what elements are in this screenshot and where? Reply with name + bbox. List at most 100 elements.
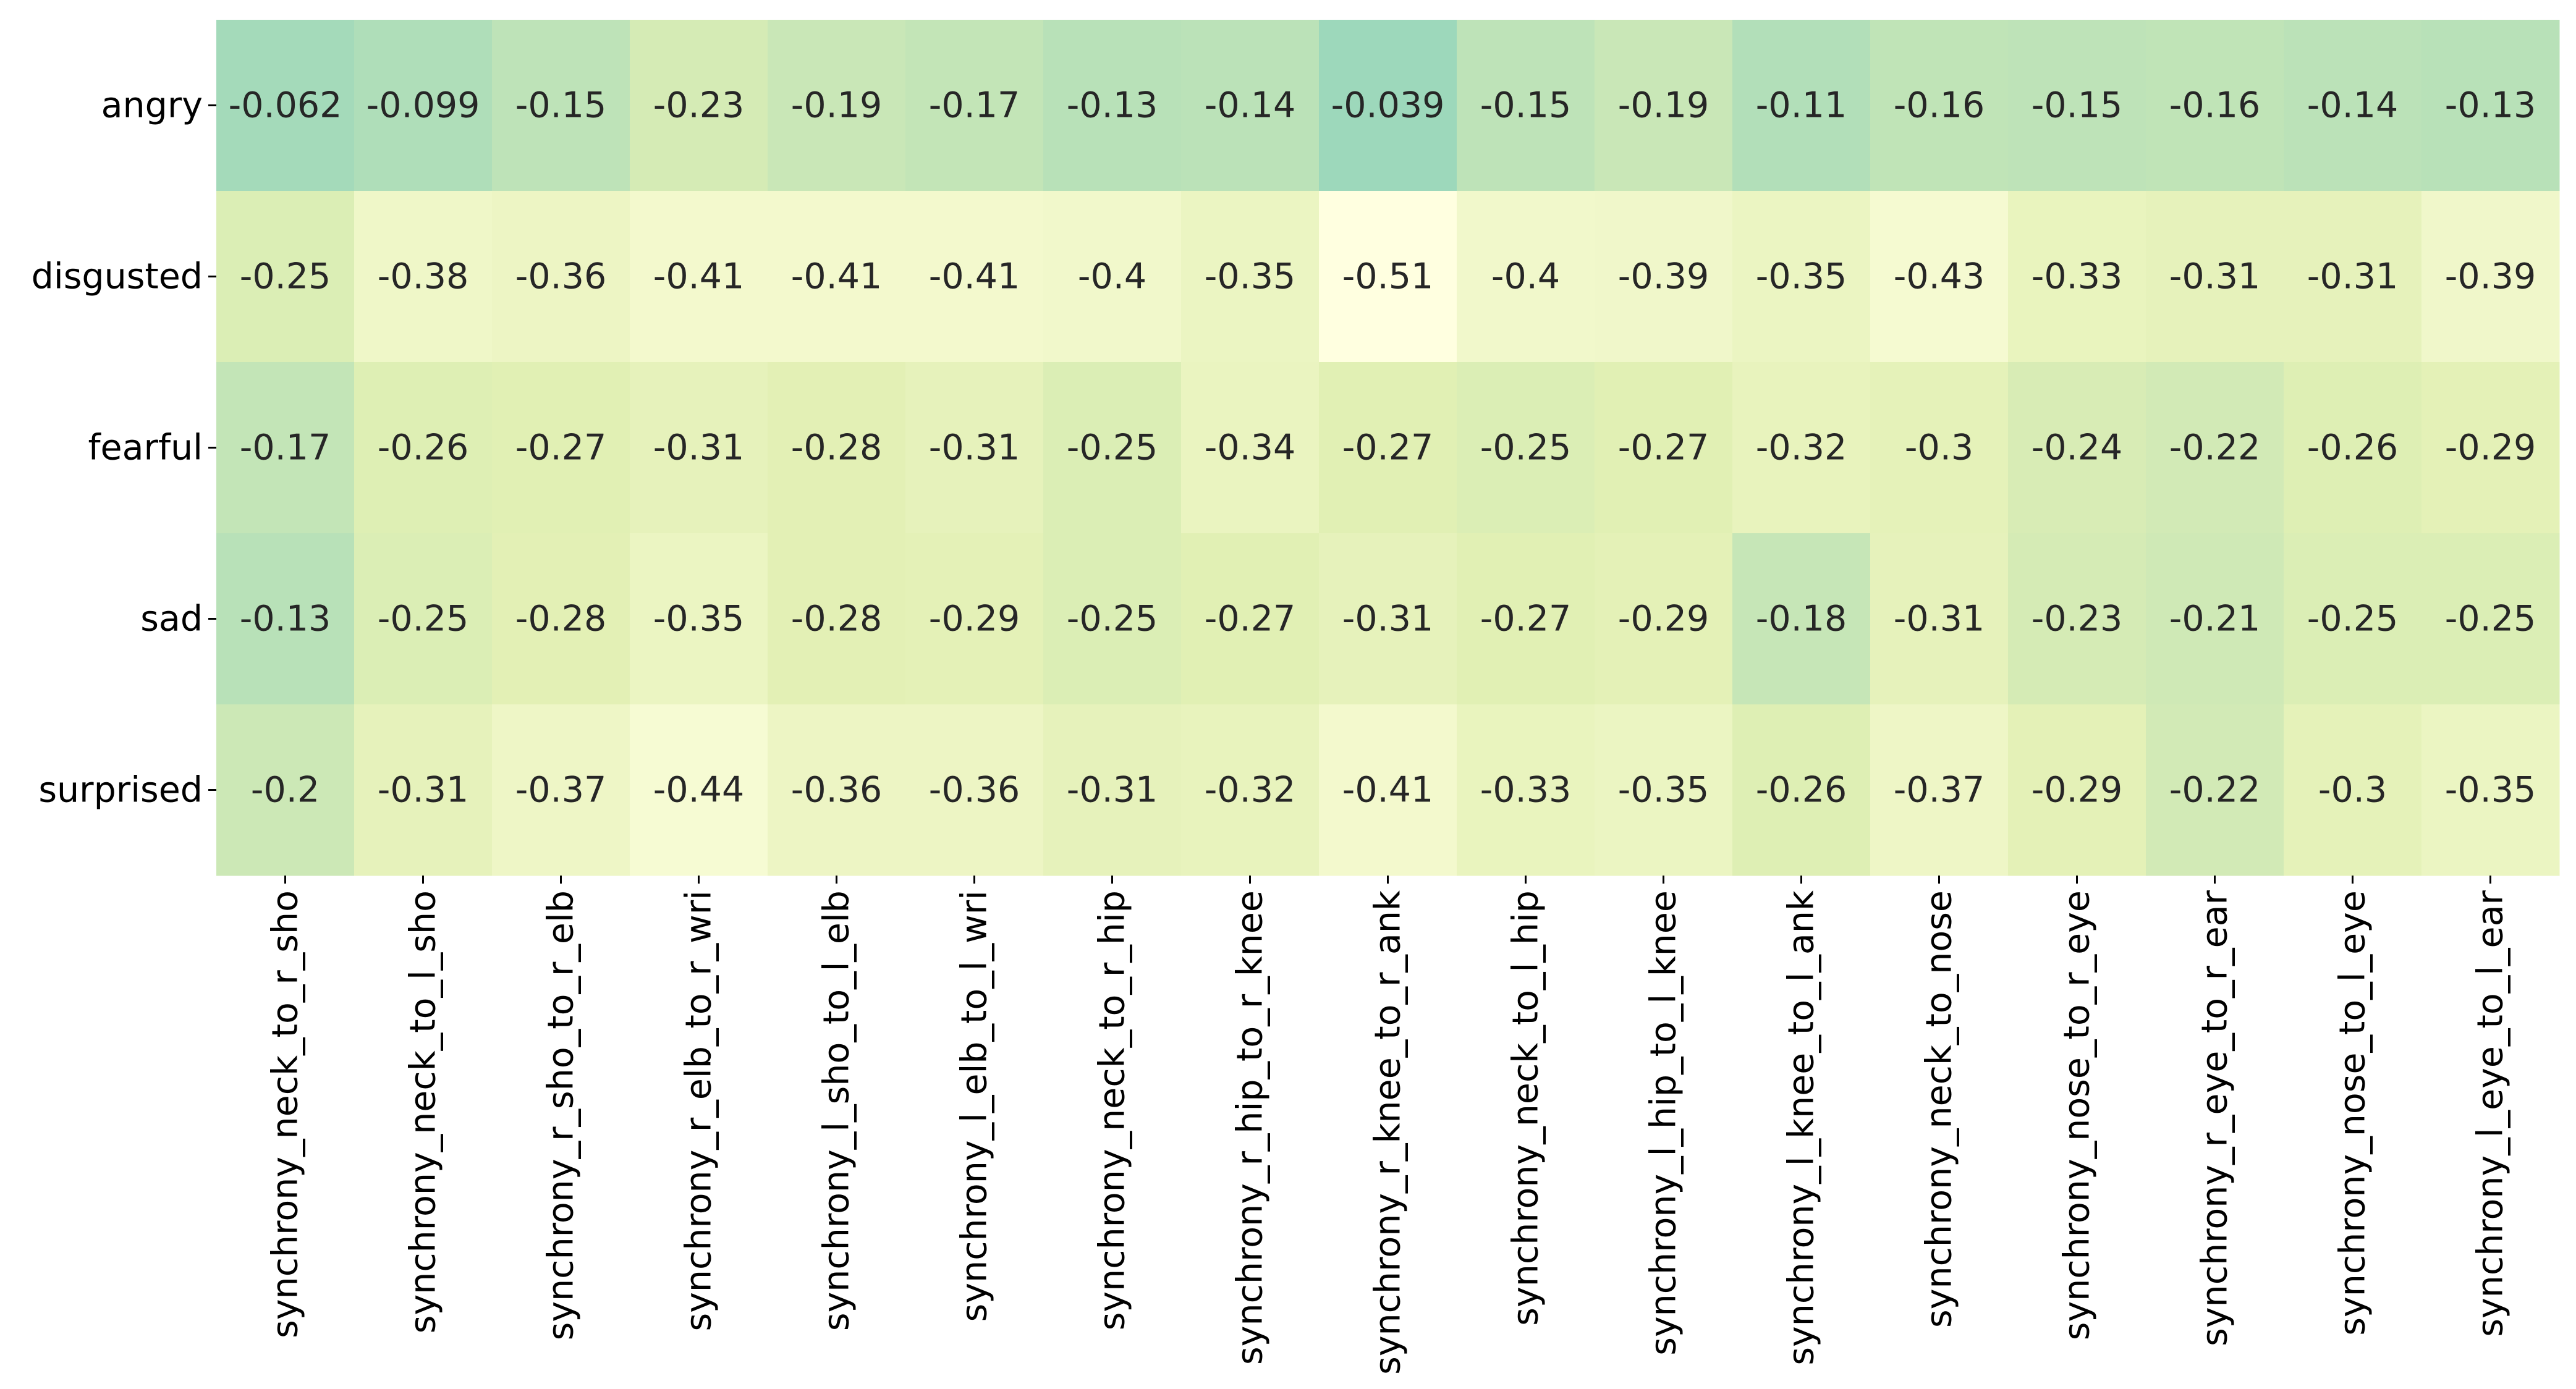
- cell-value-label: -0.24: [2032, 428, 2122, 468]
- column-label-12: synchrony_l_knee_to_l_ank: [1781, 890, 1822, 1366]
- heatmap-cell-angry-6: [905, 20, 1044, 192]
- cell-value-label: -0.39: [1618, 256, 1709, 297]
- cell-value-label: -0.43: [1894, 256, 1985, 297]
- heatmap-cell-fearful-3: [492, 362, 630, 534]
- cell-value-label: -0.39: [2445, 256, 2536, 297]
- heatmap-cell-angry-16: [2284, 20, 2422, 192]
- cell-value-label: -0.25: [1067, 599, 1158, 640]
- heatmap-cell-surprised-6: [905, 704, 1044, 876]
- heatmap-cell-surprised-3: [492, 704, 630, 876]
- heatmap-cell-surprised-17: [2421, 704, 2560, 876]
- cell-value-label: -0.31: [1894, 599, 1985, 640]
- cell-value-label: -0.31: [1342, 599, 1433, 640]
- heatmap-cell-sad-9: [1319, 533, 1457, 705]
- heatmap-cell-angry-5: [768, 20, 906, 192]
- heatmap-cell-surprised-1: [216, 704, 355, 876]
- heatmap-cell-sad-10: [1457, 533, 1595, 705]
- cell-value-label: -0.29: [929, 599, 1020, 640]
- heatmap-cell-disgusted-1: [216, 191, 355, 363]
- heatmap-cell-surprised-7: [1043, 704, 1182, 876]
- row-label-sad: sad: [140, 599, 203, 640]
- column-label-11: synchrony_l_hip_to_l_knee: [1643, 890, 1684, 1356]
- heatmap-cell-angry-14: [2008, 20, 2146, 192]
- cell-value-label: -0.35: [2445, 770, 2536, 811]
- cell-value-label: -0.039: [1331, 85, 1445, 126]
- heatmap-cell-disgusted-2: [354, 191, 493, 363]
- cell-value-label: -0.29: [2445, 428, 2536, 468]
- column-label-8: synchrony_r_hip_to_r_knee: [1230, 890, 1271, 1365]
- cell-value-label: -0.41: [929, 256, 1020, 297]
- heatmap-cell-sad-3: [492, 533, 630, 705]
- cell-value-label: -0.37: [515, 770, 606, 811]
- cell-value-label: -0.41: [653, 256, 744, 297]
- cell-value-label: -0.33: [2032, 256, 2122, 297]
- cell-value-label: -0.36: [929, 770, 1020, 811]
- heatmap-cell-disgusted-5: [768, 191, 906, 363]
- heatmap-cell-fearful-15: [2146, 362, 2284, 534]
- heatmap-cell-angry-9: [1319, 20, 1457, 192]
- cell-value-label: -0.3: [2318, 770, 2387, 811]
- column-label-3: synchrony_r_sho_to_r_elb: [541, 890, 582, 1340]
- row-label-surprised: surprised: [38, 770, 203, 811]
- cell-value-label: -0.26: [1756, 770, 1847, 811]
- column-label-13: synchrony_neck_to_nose: [1919, 890, 1960, 1328]
- cell-value-label: -0.31: [2307, 256, 2398, 297]
- heatmap-cell-fearful-9: [1319, 362, 1457, 534]
- cell-value-label: -0.25: [378, 599, 468, 640]
- row-label-disgusted: disgusted: [32, 256, 203, 297]
- cell-value-label: -0.28: [791, 599, 882, 640]
- cell-value-label: -0.21: [2169, 599, 2260, 640]
- heatmap-cell-sad-5: [768, 533, 906, 705]
- cell-value-label: -0.32: [1205, 770, 1295, 811]
- row-label-angry: angry: [101, 85, 203, 126]
- cell-value-label: -0.19: [791, 85, 882, 126]
- cell-value-label: -0.31: [653, 428, 744, 468]
- cell-value-label: -0.41: [1342, 770, 1433, 811]
- cell-value-label: -0.37: [1894, 770, 1985, 811]
- cell-value-label: -0.25: [2307, 599, 2398, 640]
- column-label-15: synchrony_r_eye_to_r_ear: [2195, 890, 2235, 1346]
- heatmap-cell-sad-15: [2146, 533, 2284, 705]
- cell-value-label: -0.11: [1756, 85, 1847, 126]
- cell-value-label: -0.15: [515, 85, 606, 126]
- column-label-17: synchrony_l_eye_to_l_ear: [2470, 890, 2511, 1336]
- heatmap-cell-surprised-8: [1181, 704, 1320, 876]
- heatmap-cell-fearful-5: [768, 362, 906, 534]
- column-label-9: synchrony_r_knee_to_r_ank: [1368, 890, 1409, 1375]
- column-label-5: synchrony_l_sho_to_l_elb: [816, 890, 857, 1331]
- cell-value-label: -0.25: [1480, 428, 1571, 468]
- cell-value-label: -0.27: [1480, 599, 1571, 640]
- heatmap-cell-surprised-5: [768, 704, 906, 876]
- heatmap-cell-fearful-17: [2421, 362, 2560, 534]
- heatmap-cell-disgusted-8: [1181, 191, 1320, 363]
- heatmap-cell-fearful-6: [905, 362, 1044, 534]
- cell-value-label: -0.35: [1618, 770, 1709, 811]
- heatmap-cell-disgusted-13: [1870, 191, 2009, 363]
- cell-value-label: -0.29: [2032, 770, 2122, 811]
- heatmap-cell-sad-8: [1181, 533, 1320, 705]
- heatmap-cell-fearful-16: [2284, 362, 2422, 534]
- heatmap-cell-surprised-15: [2146, 704, 2284, 876]
- heatmap-cell-sad-14: [2008, 533, 2146, 705]
- heatmap-cell-disgusted-16: [2284, 191, 2422, 363]
- cell-value-label: -0.31: [2169, 256, 2260, 297]
- cell-value-label: -0.17: [929, 85, 1020, 126]
- heatmap-cell-disgusted-3: [492, 191, 630, 363]
- heatmap-cell-fearful-11: [1595, 362, 1733, 534]
- cell-value-label: -0.25: [2445, 599, 2536, 640]
- cell-value-label: -0.22: [2169, 428, 2260, 468]
- row-label-fearful: fearful: [88, 428, 203, 468]
- heatmap-cell-surprised-12: [1732, 704, 1871, 876]
- heatmap-cell-fearful-1: [216, 362, 355, 534]
- heatmap-cell-disgusted-4: [630, 191, 768, 363]
- heatmap-cell-surprised-14: [2008, 704, 2146, 876]
- cell-value-label: -0.4: [1491, 256, 1560, 297]
- heatmap-cell-sad-1: [216, 533, 355, 705]
- cell-value-label: -0.099: [366, 85, 480, 126]
- heatmap-cell-angry-17: [2421, 20, 2560, 192]
- cell-value-label: -0.23: [653, 85, 744, 126]
- cell-value-label: -0.29: [1618, 599, 1709, 640]
- heatmap-cell-angry-7: [1043, 20, 1182, 192]
- cell-value-label: -0.15: [2032, 85, 2122, 126]
- heatmap-cell-sad-17: [2421, 533, 2560, 705]
